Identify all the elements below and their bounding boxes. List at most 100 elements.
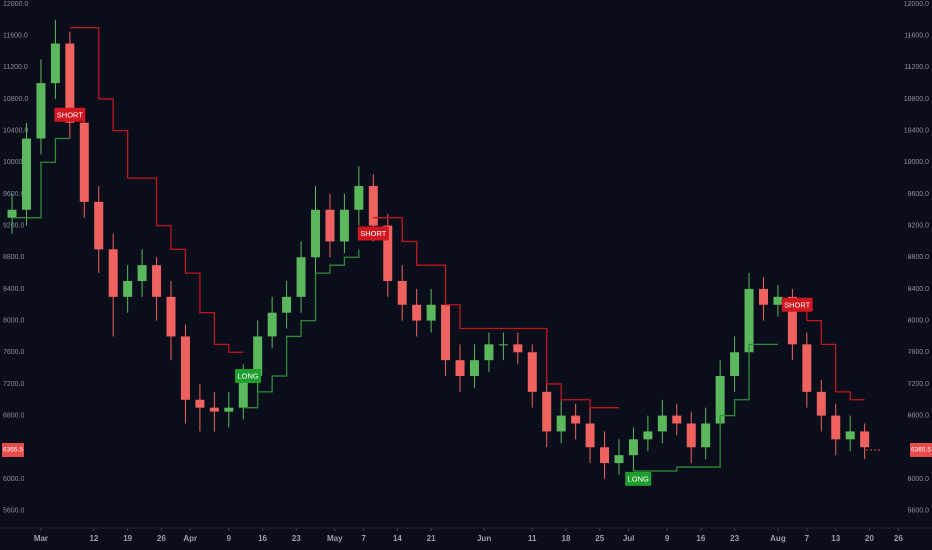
- candle-body: [108, 249, 118, 297]
- candle-body: [94, 201, 104, 250]
- x-tick-label: 26: [894, 534, 903, 543]
- x-tick-label: 18: [562, 534, 571, 543]
- candle-body: [715, 376, 725, 424]
- y-tick-label: 7200.0: [908, 381, 930, 388]
- candle-body: [686, 423, 696, 448]
- x-tick-label: 12: [89, 534, 98, 543]
- x-tick-label: Apr: [183, 534, 197, 543]
- candle-body: [267, 312, 277, 337]
- candle-body: [831, 415, 841, 440]
- y-tick-label: 7600.0: [908, 349, 930, 356]
- y-tick-label-left: 8000.0: [3, 317, 25, 324]
- y-tick-label-left: 11600.0: [3, 32, 28, 39]
- candle-body: [527, 352, 537, 392]
- supertrend-line: [243, 249, 360, 409]
- y-tick-label-left: 10400.0: [3, 127, 28, 134]
- candle-body: [7, 209, 17, 218]
- x-tick-label: Jun: [477, 534, 491, 543]
- signal-label: SHORT: [360, 229, 387, 238]
- signal-label: LONG: [628, 474, 649, 483]
- signal-badge: [54, 107, 86, 122]
- y-tick-label-left: 8400.0: [3, 286, 25, 293]
- candle-body: [50, 43, 60, 84]
- last-price-tag-left: [2, 442, 24, 457]
- candle-body: [744, 288, 754, 353]
- last-price-tag: [910, 442, 932, 457]
- x-tick-label: Jul: [623, 534, 635, 543]
- candle-body: [166, 296, 176, 337]
- candle-body: [397, 281, 407, 305]
- y-tick-label-left: 5600.0: [3, 507, 25, 514]
- y-tick-label-left: 9200.0: [3, 222, 25, 229]
- candle-body: [542, 391, 552, 432]
- candle-body: [383, 225, 393, 282]
- candle-body: [180, 336, 190, 400]
- candle-body: [730, 352, 740, 377]
- candle-body: [600, 447, 610, 464]
- x-tick-label: 21: [427, 534, 436, 543]
- x-tick-label: 16: [258, 534, 267, 543]
- candle-body: [426, 304, 436, 321]
- x-tick-label: 14: [393, 534, 402, 543]
- candles: [7, 19, 870, 479]
- signal-badge: [625, 471, 652, 486]
- candle-body: [282, 296, 292, 313]
- y-tick-label: 12000.0: [904, 1, 929, 8]
- supertrend-line: [69, 27, 244, 353]
- y-tick-label: 6800.0: [908, 412, 930, 419]
- candle-body: [860, 431, 870, 448]
- x-tick-label: May: [327, 534, 343, 543]
- candle-body: [65, 43, 75, 123]
- x-tick-label: Mar: [34, 534, 48, 543]
- y-tick-label: 6000.0: [908, 476, 930, 483]
- candle-body: [556, 415, 566, 432]
- candle-body: [816, 391, 826, 416]
- y-tick-label: 9200.0: [908, 222, 930, 229]
- last-price-label: 6365.5: [911, 447, 931, 454]
- candle-body: [643, 431, 653, 440]
- candle-body: [238, 376, 248, 408]
- x-tick-label: 7: [805, 534, 810, 543]
- candle-body: [455, 360, 465, 377]
- candle-body: [498, 344, 508, 346]
- candle-body: [585, 423, 595, 448]
- x-tick-label: 23: [292, 534, 301, 543]
- candle-body: [253, 336, 263, 377]
- candle-body: [339, 209, 349, 242]
- y-tick-label-left: 7200.0: [3, 381, 25, 388]
- last-price-label-left: 6365.5: [3, 447, 23, 454]
- candle-body: [311, 209, 321, 258]
- candle-body: [571, 415, 581, 424]
- y-tick-label: 8800.0: [908, 254, 930, 261]
- candle-body: [195, 399, 205, 408]
- supertrend-line: [792, 304, 865, 401]
- y-tick-label: 11200.0: [904, 64, 929, 71]
- x-tick-label: 11: [528, 534, 537, 543]
- candle-body: [36, 83, 46, 139]
- x-tick-label: 26: [157, 534, 166, 543]
- signal-label: SHORT: [57, 110, 84, 119]
- candle-body: [209, 407, 219, 412]
- y-tick-label-left: 7600.0: [3, 349, 25, 356]
- candle-body: [152, 265, 162, 297]
- candle-body: [657, 415, 667, 432]
- candle-body: [701, 423, 711, 448]
- candle-body: [469, 360, 479, 377]
- candle-body: [802, 344, 812, 392]
- candle-body: [484, 344, 494, 361]
- candle-body: [412, 304, 422, 321]
- signal-badge: [357, 226, 389, 241]
- candle-body: [845, 431, 855, 440]
- y-tick-label: 10400.0: [904, 127, 929, 134]
- y-tick-label: 5600.0: [908, 507, 930, 514]
- y-tick-label-left: 11200.0: [3, 64, 28, 71]
- signal-badge: [781, 297, 813, 312]
- y-tick-label: 10800.0: [904, 96, 929, 103]
- candle-body: [354, 186, 364, 210]
- y-tick-label-left: 10800.0: [3, 96, 28, 103]
- x-tick-label: 7: [361, 534, 366, 543]
- y-tick-label: 8400.0: [908, 286, 930, 293]
- candle-body: [21, 138, 31, 210]
- signal-label: SHORT: [784, 300, 811, 309]
- candle-body: [628, 439, 638, 456]
